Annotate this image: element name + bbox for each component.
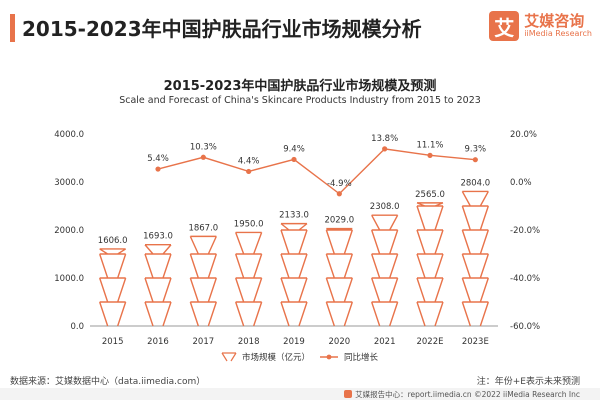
growth-value-label: 10.3%: [190, 142, 217, 152]
growth-value-label: 4.4%: [238, 156, 260, 166]
page-title: 2015-2023年中国护肤品行业市场规模分析: [22, 17, 422, 41]
growth-value-label: 9.3%: [465, 145, 487, 155]
chart-subtitle: Scale and Forecast of China's Skincare P…: [119, 95, 481, 106]
bar: [371, 214, 399, 327]
growth-point: [472, 157, 478, 163]
legend-bar-swatch: [221, 352, 237, 362]
y-left-tick-label: 3000.0: [54, 178, 84, 188]
bottom-strip: 艾媒报告中心：report.iimedia.cn ©2022 iiMedia R…: [0, 388, 600, 400]
bar: [416, 202, 444, 327]
y-left-tick-label: 4000.0: [54, 130, 84, 140]
y-right-tick-label: -20.0%: [510, 226, 540, 236]
bar-value-label: 2308.0: [370, 202, 400, 212]
x-tick-label: 2019: [283, 337, 305, 347]
report-line: 艾媒报告中心：report.iimedia.cn ©2022 iiMedia R…: [355, 390, 580, 399]
growth-point: [291, 156, 297, 163]
x-tick-label: 2020: [329, 337, 351, 347]
y-left-tick-label: 0.0: [70, 322, 84, 332]
y-right-tick-label: 0.0%: [510, 178, 532, 188]
logo-icon: 艾: [489, 11, 520, 41]
x-tick-label: 2021: [374, 337, 396, 347]
bar-value-label: 1606.0: [98, 236, 128, 246]
y-left-tick-label: 1000.0: [54, 274, 84, 284]
legend-line-marker: [326, 354, 332, 360]
x-tick-label: 2017: [193, 337, 215, 347]
y-right-tick-label: -40.0%: [510, 274, 540, 284]
growth-value-label: 11.1%: [416, 140, 443, 150]
y-right-tick-label: 20.0%: [510, 130, 537, 140]
bar: [280, 222, 308, 327]
bar: [235, 231, 263, 327]
growth-point: [200, 154, 206, 160]
x-tick-label: 2022E: [416, 337, 443, 347]
growth-point: [336, 191, 342, 197]
bar: [461, 190, 489, 327]
growth-point: [155, 166, 161, 172]
growth-value-label: -4.9%: [327, 179, 352, 189]
chart-title: 2015-2023年中国护肤品行业市场规模及预测: [163, 79, 437, 94]
title-accent-bar: [10, 14, 15, 42]
growth-point: [382, 146, 388, 152]
bar: [144, 244, 172, 327]
growth-value-label: 5.4%: [147, 154, 169, 164]
x-tick-label: 2023E: [462, 337, 489, 347]
growth-value-label: 13.8%: [371, 134, 398, 144]
bar-value-label: 2804.0: [460, 178, 490, 188]
growth-line: [157, 148, 476, 195]
small-logo-icon: [344, 390, 353, 398]
logo-name-en: iiMedia Research: [524, 28, 592, 38]
bar-value-label: 1950.0: [234, 219, 264, 229]
bar: [325, 227, 353, 327]
growth-point: [427, 152, 433, 158]
bar-value-label: 1867.0: [188, 223, 218, 233]
bar-value-label: 2565.0: [415, 190, 445, 200]
logo-name-cn: 艾媒咨询: [524, 12, 585, 31]
bar-value-label: 2029.0: [324, 216, 354, 226]
y-right-tick-label: -60.0%: [510, 322, 540, 332]
x-tick-label: 2016: [147, 337, 169, 347]
growth-point: [246, 168, 252, 175]
bar-value-label: 1693.0: [143, 232, 173, 242]
footer-note: 注：年份+E表示未来预测: [476, 377, 580, 387]
y-left-tick-label: 2000.0: [54, 226, 84, 236]
bar: [99, 248, 127, 327]
legend-bar-label: 市场规模（亿元）: [242, 352, 310, 363]
x-tick-label: 2018: [238, 337, 260, 347]
legend-line-label: 同比增长: [344, 352, 379, 363]
x-tick-label: 2015: [102, 337, 124, 347]
bar-value-label: 2133.0: [279, 211, 309, 221]
footer-source: 数据来源：艾媒数据中心（data.iimedia.com）: [10, 377, 206, 387]
growth-value-label: 9.4%: [283, 144, 305, 154]
brand-logo: 艾 艾媒咨询 iiMedia Research: [489, 11, 592, 41]
bar: [189, 235, 217, 327]
